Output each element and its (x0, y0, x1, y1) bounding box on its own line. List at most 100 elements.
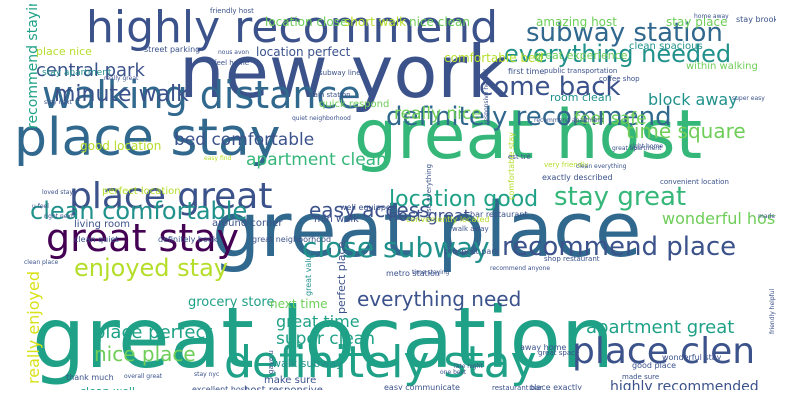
word-recommend-apartment: recommend apartment (534, 117, 604, 124)
word-street-parking: street parking (144, 45, 201, 54)
word-metro-station: metro station (386, 269, 440, 278)
word-nous-avon: nous avon (218, 49, 250, 56)
word-feel-safe: feel safe (574, 109, 647, 129)
word-min-walk: min walk (314, 214, 359, 225)
word-time-staying: time staying (412, 269, 450, 276)
word-clean-quiet: clean quiet (74, 235, 119, 244)
word-easy-find: easy find (204, 155, 232, 162)
word-shop-restaurant: shop restaurant (544, 255, 600, 263)
word-prospect-park: prospect park (444, 247, 500, 256)
word-grocery-store: grocery store (188, 295, 275, 310)
word-amazing-host: amazing host (536, 15, 617, 29)
word-stay-great: stay great (554, 182, 687, 212)
word-great-time: great time (276, 312, 360, 331)
word-clean-well: clean well (80, 386, 135, 390)
word-restaurant-bar: restaurant bar (492, 384, 543, 391)
word-everything-need: everything need (357, 287, 522, 311)
word-subway-line: subway line (319, 69, 361, 77)
word-make-sure: make sure (264, 375, 317, 386)
word-highly-recommend: highly recommend (86, 4, 499, 53)
word-one-best: one best (440, 369, 467, 376)
word-late-night: late night (454, 363, 483, 370)
word-recommend-staying: recommend staying (25, 4, 41, 129)
word-clean-comfortable: clean comfortable (30, 197, 248, 225)
word-gave-u: gave u (267, 350, 275, 374)
word-host-responsive: host responsive (244, 386, 323, 391)
word-within-walking: within walking (686, 61, 758, 72)
word-great-experience: great experience (534, 49, 628, 62)
word-stay-nyc: stay nyc (194, 371, 220, 378)
word-block-away: block away (648, 90, 738, 109)
word-walk-subway: walk subway (272, 357, 343, 370)
word-great-location: great location (32, 289, 615, 387)
word-close-everything: close everything (425, 163, 433, 222)
word-conveniently-located: conveniently located (406, 215, 490, 224)
word-coffee-shop: coffee shop (599, 75, 640, 83)
word-excellent-host: excellent host (192, 385, 249, 391)
word-new-york: new york (179, 30, 509, 114)
word-stay-brooklyn: stay brooklyn (736, 15, 776, 24)
word-wonderful-host: wonderful host (662, 209, 776, 228)
word-stay-apartment: stay apartment (42, 68, 112, 78)
word-great-place: great place (212, 185, 642, 274)
word-central-park: central park (36, 60, 145, 81)
word-recommend-anyone: recommend anyone (490, 265, 551, 272)
word-place-stay: place stay (14, 108, 281, 168)
word-friendly-host: friendly host (210, 7, 254, 15)
word-apartment-great: apartment great (586, 317, 735, 338)
word-cloud: great location great place great host new y… (14, 4, 776, 390)
word-great-neighborhood: great neighborhood (252, 235, 332, 244)
word-close-subway: close subway (302, 231, 490, 264)
word-place-nice: place nice (36, 45, 92, 58)
word-u-feel: u feel (32, 203, 49, 210)
word-away-home: away home (520, 343, 567, 352)
word-walking-distance: walking distance (42, 73, 361, 117)
word-short-walk: short walk (344, 15, 407, 29)
word-nice-clean: nice clean (409, 15, 471, 29)
word-living-room: living room (74, 219, 130, 230)
word-room-clean: room clean (550, 91, 612, 104)
word-really-great: really great (104, 75, 139, 82)
word-great-value: great value (304, 250, 313, 296)
word-bar-restaurant: bar restaurant (470, 210, 528, 219)
word-overall-great: overall great (124, 373, 163, 380)
word-easy-communicate: easy communicate (384, 383, 460, 391)
word-feel-home: feel home (214, 59, 250, 67)
word-stay-next: stay next (44, 99, 72, 106)
word-right-next: right next (44, 213, 74, 220)
word-place-clen: place clen (572, 331, 756, 372)
word-location-close: location close (265, 15, 348, 29)
word-bed-comfortable: bed comfortable (174, 130, 315, 150)
word-around-corner: around corner (212, 218, 283, 229)
word-good-place: good place (632, 361, 677, 370)
word-right-home: right home (630, 143, 664, 150)
word-stay-place: stay place (666, 15, 728, 29)
word-place-perfect: place perfect (94, 322, 213, 343)
word-quick-respond: quick respond (319, 99, 390, 110)
word-time-square: time square (626, 119, 746, 143)
word-wonderful-stay: wonderful stay (662, 353, 722, 362)
word-easy-access: easy access (309, 198, 430, 222)
word-well-equipped: well equipped (340, 203, 396, 212)
word-train-station: train station (308, 91, 351, 99)
word-location-perfect: location perfect (256, 45, 351, 59)
word-next-time: next time (270, 297, 328, 311)
word-exactly-described: exactly described (542, 173, 613, 182)
word-made-sure: made sure (622, 373, 660, 381)
word-highly-recommended: highly recommended (610, 379, 759, 390)
word-great-host: great host (354, 96, 703, 175)
word-enjoyed-stay: enjoyed stay (74, 254, 228, 282)
word-come-back: come back (479, 72, 621, 102)
word-home-away: home away (694, 13, 729, 20)
word-clean-everything: clean everything (576, 163, 627, 170)
word-very-friendly: very friendly (544, 161, 589, 169)
word-super-easy: super easy (732, 95, 765, 102)
word-location-good: location good (389, 187, 539, 212)
word-thank-much: thank much (66, 373, 114, 382)
word-walk-away: walk away (452, 225, 489, 233)
word-great-space: great space (538, 349, 580, 357)
word-super-clean: super clean (276, 329, 375, 349)
word-host-great: host great (388, 206, 470, 225)
word-great-apartment: great apartment (612, 145, 662, 152)
word-made-u: made u (758, 213, 776, 220)
